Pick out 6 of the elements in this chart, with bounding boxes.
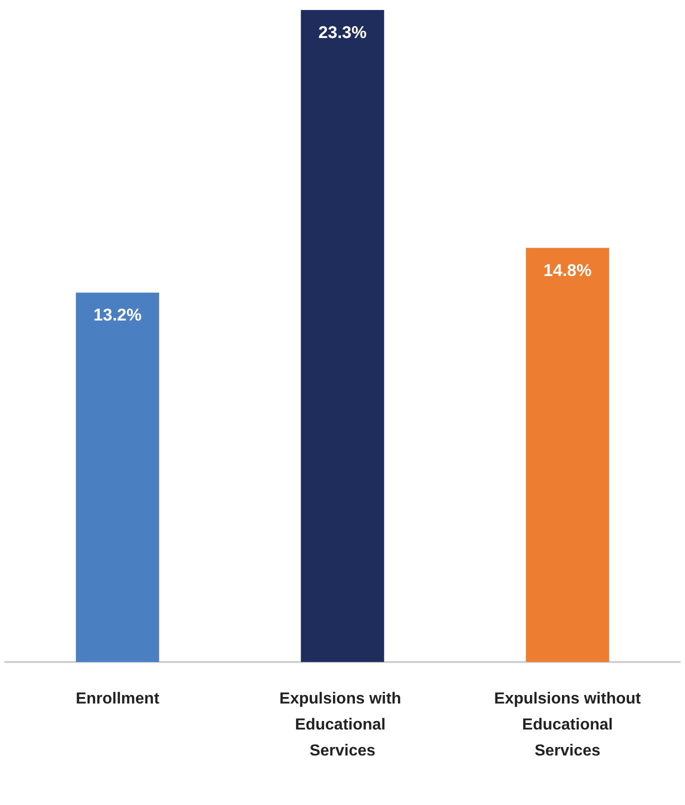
x-tick-label: Expulsions with Educational Services bbox=[279, 690, 406, 760]
x-tick-label: Expulsions without Educational Services bbox=[494, 690, 642, 760]
data-label: 14.8% bbox=[543, 260, 592, 280]
data-label: 13.2% bbox=[93, 306, 142, 325]
data-label: 23.3% bbox=[318, 23, 367, 42]
x-tick-label: Enrollment bbox=[76, 690, 160, 708]
